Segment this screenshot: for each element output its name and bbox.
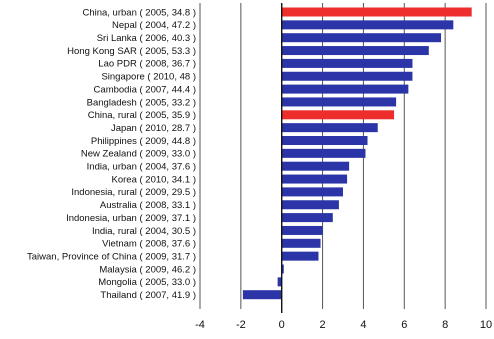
bar bbox=[281, 58, 413, 68]
bar bbox=[281, 251, 319, 261]
category-label: Nepal ( 2004, 47.2 ) bbox=[112, 20, 196, 31]
bar bbox=[281, 20, 454, 30]
category-label: Cambodia ( 2007, 44.4 ) bbox=[94, 84, 196, 95]
bar bbox=[281, 7, 472, 17]
category-label: Malaysia ( 2009, 46.2 ) bbox=[99, 264, 196, 275]
category-label: Mongolia ( 2005, 33.0 ) bbox=[98, 277, 196, 288]
category-label: Lao PDR ( 2008, 36.7 ) bbox=[98, 59, 196, 70]
category-label: Thailand ( 2007, 41.9 ) bbox=[100, 290, 196, 301]
x-tick-label: 4 bbox=[360, 319, 366, 331]
bar bbox=[281, 200, 339, 210]
bar bbox=[281, 84, 409, 94]
category-label: Australia ( 2008, 33.1 ) bbox=[100, 200, 196, 211]
category-label: India, rural ( 2004, 30.5 ) bbox=[92, 226, 196, 237]
bar bbox=[281, 238, 321, 248]
bar bbox=[281, 46, 429, 56]
bar bbox=[281, 71, 413, 81]
bar bbox=[281, 136, 368, 145]
category-label: India, urban ( 2004, 37.6 ) bbox=[87, 162, 196, 173]
bar bbox=[281, 264, 284, 274]
category-label: Taiwan, Province of China ( 2009, 31.7 ) bbox=[27, 251, 196, 262]
category-label: Japan ( 2010, 28.7 ) bbox=[111, 123, 196, 134]
bar bbox=[281, 161, 350, 171]
bar bbox=[277, 277, 282, 287]
x-tick-label: 6 bbox=[401, 319, 407, 331]
x-axis-ticks: -4 -2 0 2 4 6 8 10 bbox=[195, 319, 492, 331]
category-label: Hong Kong SAR ( 2005, 53.3 ) bbox=[67, 46, 196, 57]
x-tick-label: 8 bbox=[442, 319, 448, 331]
category-label: New Zealand ( 2009, 33.0 ) bbox=[81, 149, 196, 160]
bar bbox=[281, 123, 378, 133]
x-tick-label: 2 bbox=[320, 319, 326, 331]
category-label: Vietnam ( 2008, 37.6 ) bbox=[102, 239, 196, 250]
bar bbox=[281, 110, 395, 120]
category-label: Singapore ( 2010, 48 ) bbox=[101, 72, 196, 83]
x-tick-label: -4 bbox=[195, 319, 205, 331]
category-label: Indonesia, urban ( 2009, 37.1 ) bbox=[66, 213, 196, 224]
bar bbox=[281, 213, 333, 223]
bar bbox=[281, 187, 343, 197]
bars bbox=[242, 7, 472, 300]
x-tick-label: 10 bbox=[480, 319, 492, 331]
bar bbox=[281, 225, 323, 235]
bar bbox=[281, 33, 442, 43]
x-tick-label: -2 bbox=[236, 319, 246, 331]
category-label: China, rural ( 2005, 35.9 ) bbox=[88, 110, 196, 121]
bar bbox=[242, 290, 282, 300]
category-label: Philippines ( 2009, 44.8 ) bbox=[91, 136, 196, 147]
category-label: Korea ( 2010, 34.1 ) bbox=[112, 174, 197, 185]
category-labels: China, urban ( 2005, 34.8 ) Nepal ( 2004,… bbox=[27, 7, 196, 301]
category-label: China, urban ( 2005, 34.8 ) bbox=[82, 7, 196, 18]
x-tick-label: 0 bbox=[279, 319, 285, 331]
bar bbox=[281, 148, 366, 158]
category-label: Sri Lanka ( 2006, 40.3 ) bbox=[97, 33, 196, 44]
category-label: Indonesia, rural ( 2009, 29.5 ) bbox=[71, 187, 196, 198]
bar bbox=[281, 97, 397, 107]
category-label: Bangladesh ( 2005, 33.2 ) bbox=[87, 97, 196, 108]
bar bbox=[281, 174, 348, 184]
